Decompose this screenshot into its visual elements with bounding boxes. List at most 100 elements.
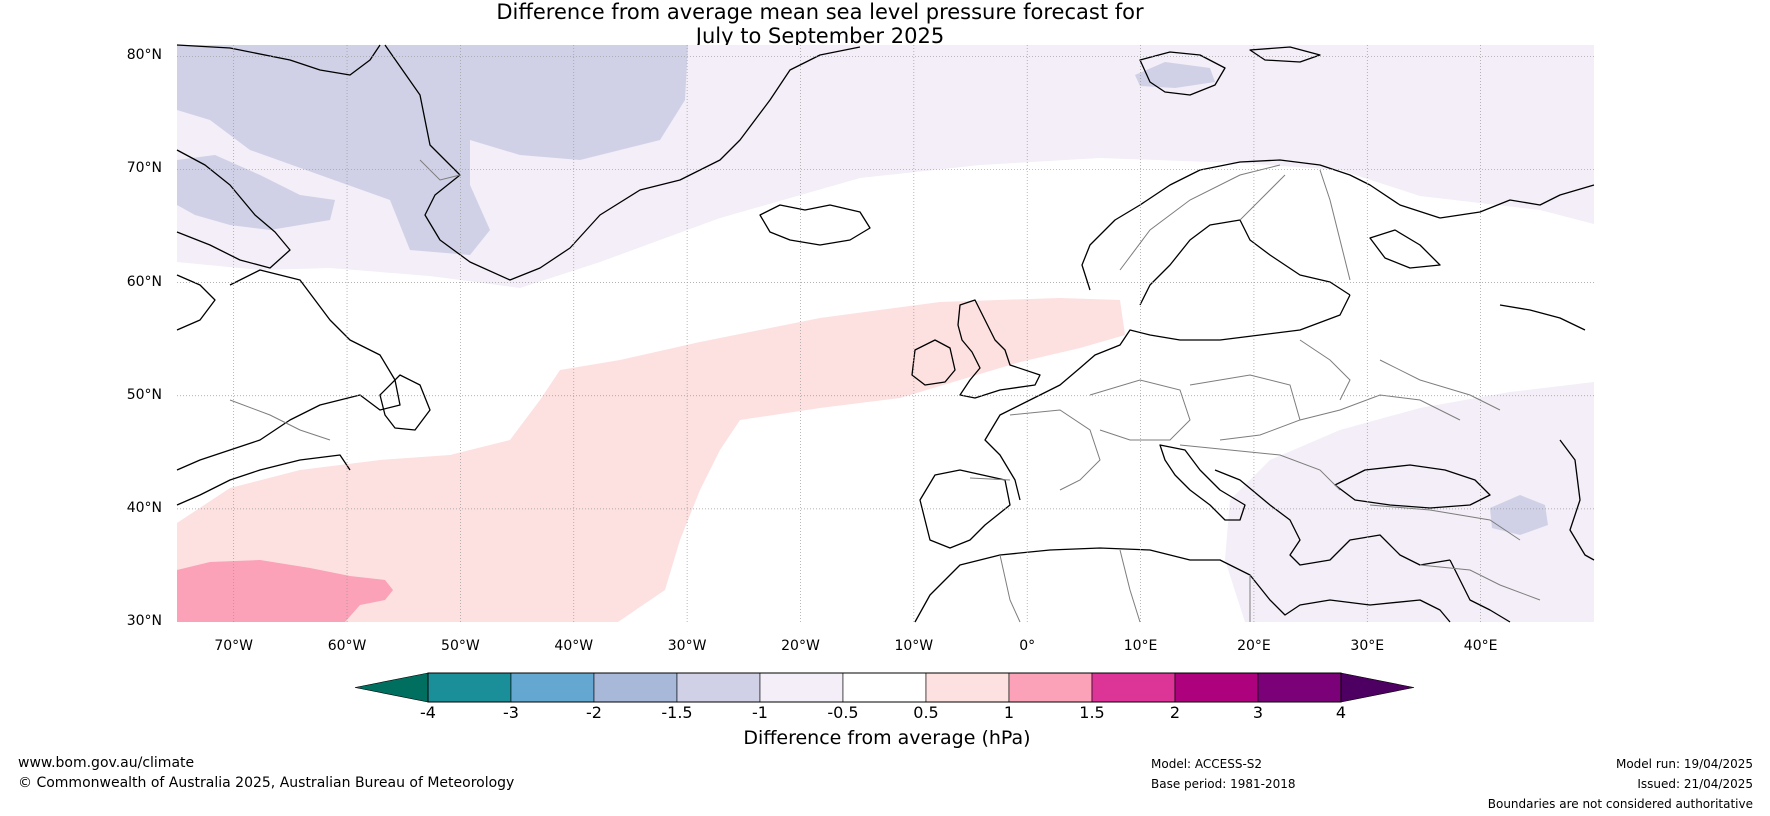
europe-north-coastline [984,294,1351,501]
disclaimer-text: Boundaries are not considered authoritat… [1487,797,1753,811]
border-balkans [1179,444,1341,491]
colorbar-tick: -2 [586,703,602,722]
lon-label-50w: 50°W [441,638,480,654]
coastlines [176,44,1595,623]
colorbar-tick: -1 [752,703,768,722]
border-east-europe [1299,394,1461,421]
colorbar-tick: -1.5 [661,703,693,722]
lon-label-60w: 60°W [327,638,367,654]
model-text: Model: ACCESS-S2 [1151,757,1263,771]
colorbar-tick: -3 [503,703,519,722]
iberia-coastline [919,469,1011,549]
chart-title: Difference from average mean sea level p… [0,0,1640,48]
white-sea-coastline [1369,229,1441,269]
lon-label-30w: 30°W [667,638,707,654]
lat-label-30n: 30°N [126,613,162,629]
border-finland-russia [1319,169,1351,281]
north-africa-coastline [914,547,1451,623]
colorbar-segment [1257,672,1342,703]
colorbar-segment [676,672,761,703]
colorbar-segment [1174,672,1259,703]
border-norway-sweden [1119,164,1281,271]
colorbar-segment [842,672,927,703]
newfoundland-coastline [379,374,431,431]
border-baltic [1299,339,1351,401]
model-run-text: Model run: 19/04/2025 [1615,757,1753,771]
hudson-coastline [176,274,216,331]
franz-josef-coastline [1249,46,1321,63]
lat-label-40n: 40°N [126,499,162,516]
colorbar-outline [427,672,1342,703]
border-germany [1089,379,1191,441]
border-canada-1 [229,399,331,441]
country-borders [229,159,1541,623]
lon-label-40e: 40°E [1463,638,1498,654]
copyright-text: © Commonwealth of Australia 2025, Austra… [18,775,515,791]
norway-coastline [1081,159,1441,291]
anomaly-area-minus-1-east [1225,382,1594,622]
us-east-coastline [176,454,351,506]
anomaly-area-plus-1 [177,560,393,622]
colorbar-tick: 0.5 [913,703,939,722]
border-middle-east [1419,564,1541,601]
colorbar-tick: 3 [1252,703,1264,722]
ellesmere-coastline [176,44,381,76]
colorbar-title: Difference from average (hPa) [743,727,1031,749]
colorbar-high-extension [1340,672,1415,703]
border-north-africa-1 [999,554,1021,623]
lon-label-10w: 10°W [894,638,934,654]
balkans-coastline [1214,469,1451,566]
border-north-africa-2 [1119,549,1141,623]
lon-label-10e: 10°E [1123,638,1158,654]
colorbar-tick: -4 [420,703,436,722]
lon-label-30e: 30°E [1350,638,1385,654]
colorbar-low-extension [354,672,429,703]
ireland-coastline [911,339,956,386]
website-link[interactable]: www.bom.gov.au/climate [18,755,195,771]
border-russia-ukraine [1379,359,1501,411]
arctic-russia-coastline [1439,184,1595,219]
colorbar-segment [593,672,678,703]
black-sea-coastline [1334,464,1491,509]
title-line-1: Difference from average mean sea level p… [496,0,1144,24]
colorbar-segment [925,672,1010,703]
gridlines [177,45,1594,622]
great-britain-coastline [957,299,1041,399]
middle-east-coastline [1449,559,1511,623]
anomaly-area-minus-1-5-svalbard [1135,62,1215,88]
colorbar-tick: 1 [1003,703,1015,722]
colorbar-segment [759,672,844,703]
issued-text: Issued: 21/04/2025 [1637,777,1753,791]
colorbar-segment [427,672,512,703]
colorbar-tick: -0.5 [827,703,859,722]
colorbar-tick: 1.5 [1079,703,1105,722]
svalbard-coastline [1139,51,1226,96]
border-turkey [1369,504,1521,541]
lat-label-50n: 50°N [126,386,162,403]
border-poland [1189,374,1301,441]
lat-label-70n: 70°N [126,160,162,177]
lon-label-0: 0° [1019,638,1036,654]
title-line-2: July to September 2025 [695,24,945,48]
caspian-coastline [1559,439,1595,561]
colorbar-segment [1091,672,1176,703]
lat-label-80n: 80°N [126,47,162,64]
lat-label-60n: 60°N [126,273,162,290]
greenland-coastline [384,44,861,281]
lon-label-40w: 40°W [554,638,594,654]
colorbar [354,672,1415,703]
anomaly-area-plus-0-5 [177,298,1125,622]
anomaly-area-minus-1-5-turkey [1490,495,1548,535]
border-france [1009,409,1101,491]
border-spain-france [969,477,1011,481]
colorbar-segments [427,672,1342,703]
base-period-text: Base period: 1981-2018 [1151,777,1296,791]
lon-label-70w: 70°W [214,638,253,654]
lon-label-20e: 20°E [1237,638,1271,654]
baffin-coastline [176,149,291,269]
colorbar-tick: 4 [1335,703,1347,722]
sweden-finland-coastline [1139,219,1351,306]
colorbar-segment [510,672,595,703]
colorbar-tick: 2 [1169,703,1181,722]
